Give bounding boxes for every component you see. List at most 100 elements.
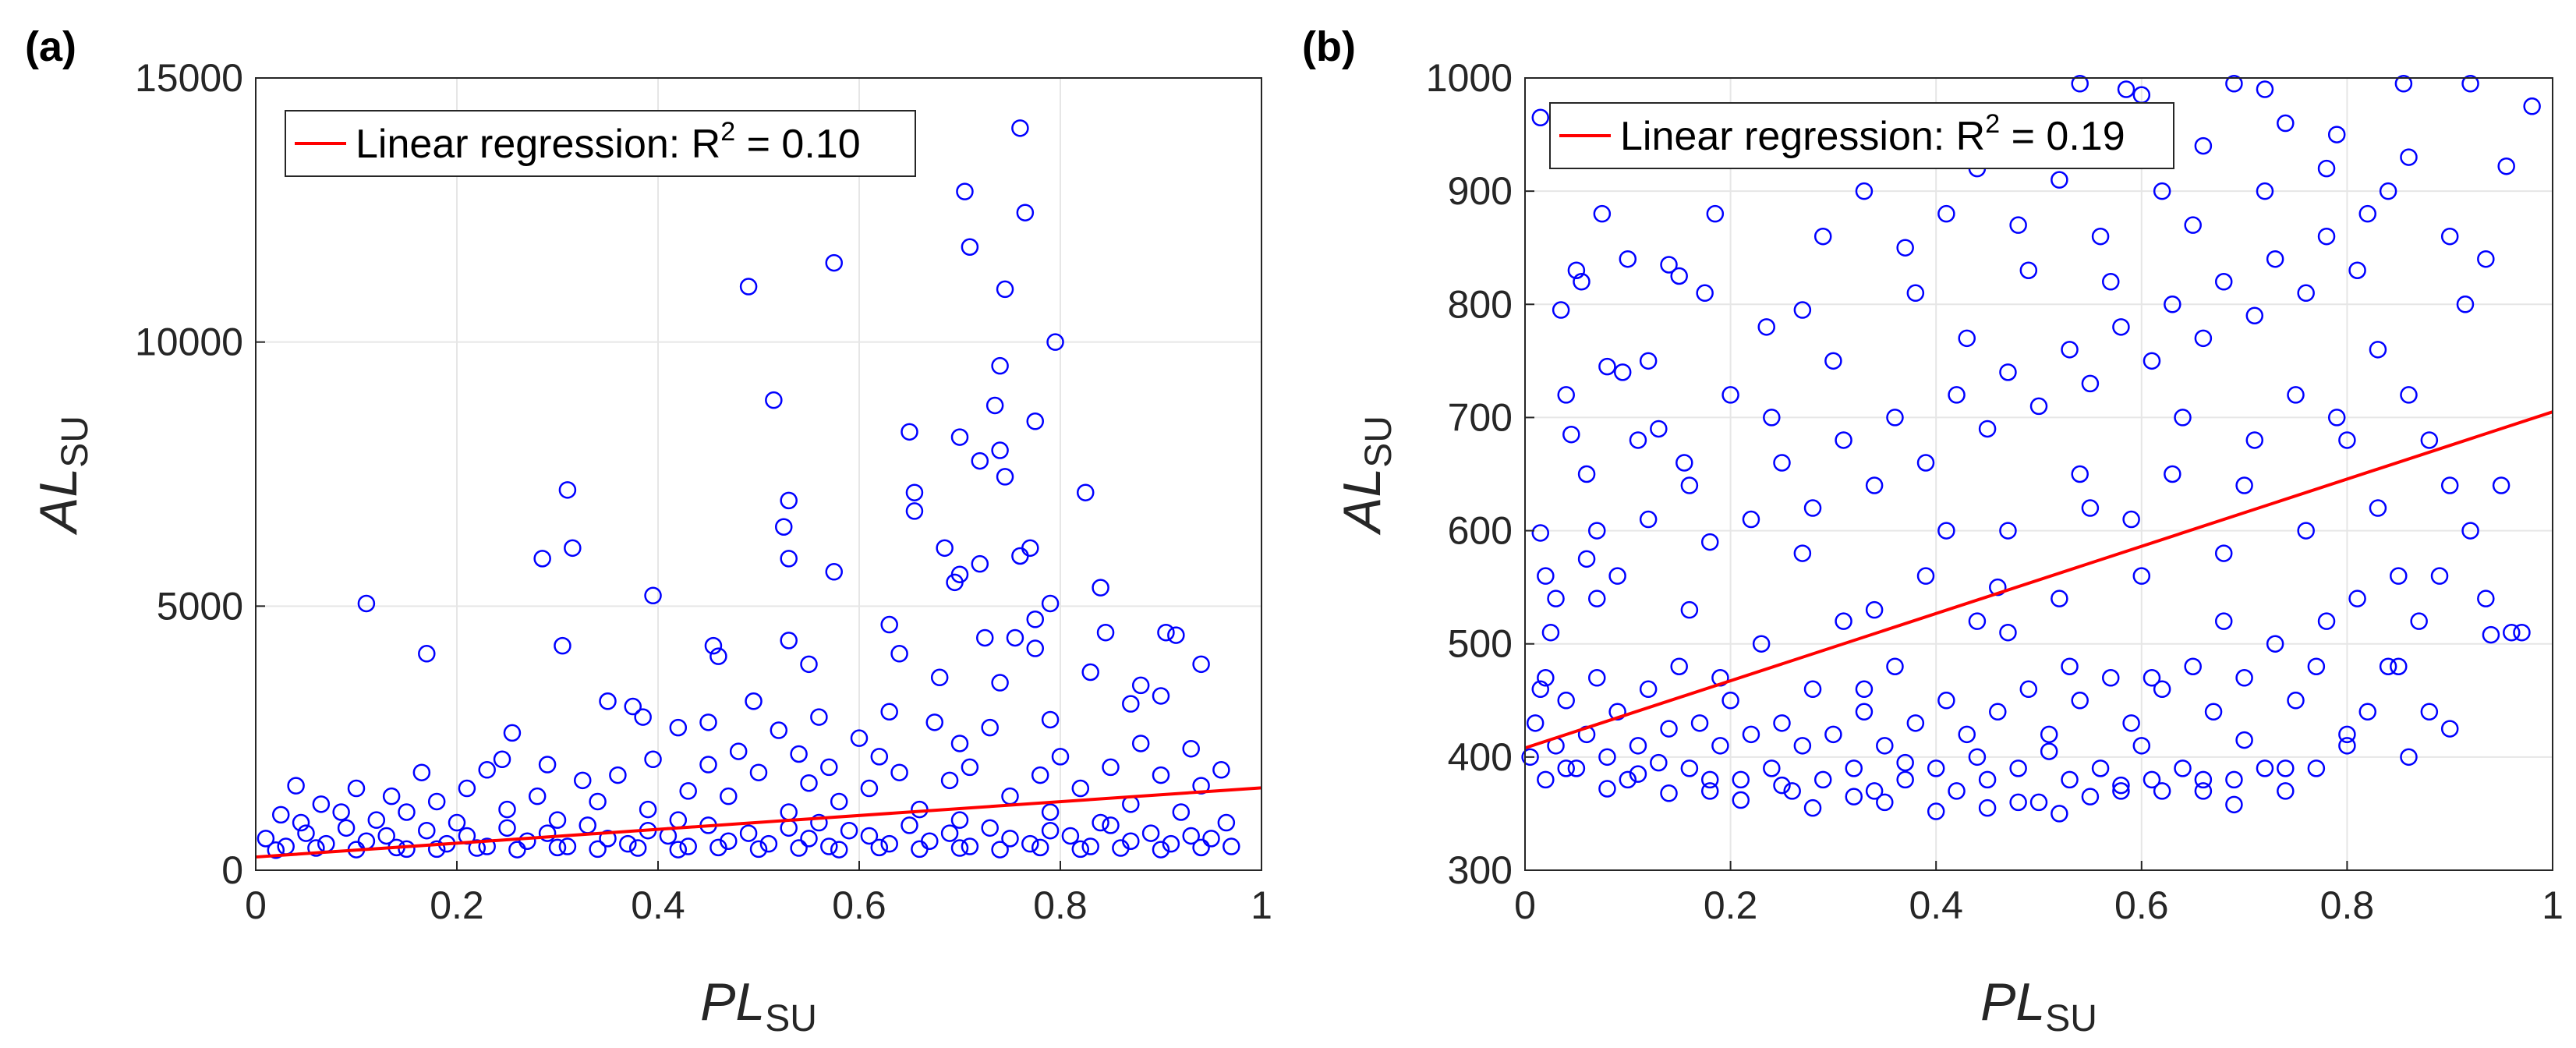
panel-b-ytick-label: 300 bbox=[1448, 848, 1513, 892]
panel-a-data-point bbox=[1182, 739, 1200, 758]
panel-b-data-point bbox=[1639, 510, 1658, 529]
panel-b-data-point bbox=[2184, 657, 2202, 675]
panel-b-data-point bbox=[2317, 227, 2336, 246]
panel-b-data-point bbox=[1598, 780, 1616, 798]
panel-a-axes-box bbox=[255, 77, 1262, 871]
panel-a-data-point bbox=[287, 777, 305, 795]
panel-a-data-point bbox=[644, 750, 662, 769]
panel-a-data-point bbox=[1016, 204, 1035, 221]
panel-a-data-point bbox=[971, 554, 989, 573]
panel-b-data-point bbox=[2497, 157, 2515, 175]
panel-a-data-point bbox=[870, 748, 889, 766]
panel-b-data-point bbox=[2461, 522, 2479, 540]
panel-b-xlabel-main: PL bbox=[1980, 972, 2045, 1032]
panel-b-data-point bbox=[2174, 759, 2192, 777]
panel-b-data-point bbox=[1700, 533, 1719, 551]
panel-b-data-point bbox=[1598, 357, 1616, 376]
panel-a-data-point bbox=[991, 356, 1009, 375]
panel-a-data-point bbox=[1041, 594, 1060, 613]
panel-a-data-point bbox=[478, 761, 496, 779]
panel-a-data-point bbox=[554, 636, 571, 655]
panel-a-data-point bbox=[558, 481, 577, 499]
panel-a-data-point bbox=[1182, 827, 1200, 845]
panel-a-data-point bbox=[704, 636, 723, 655]
panel-a-data-point bbox=[985, 396, 1004, 415]
panel-b-data-point bbox=[1541, 623, 1560, 642]
panel-b-data-point bbox=[2019, 261, 2038, 279]
panel-b-data-point bbox=[2051, 171, 2068, 189]
panel-b-data-point bbox=[1573, 273, 1591, 291]
panel-b-data-point bbox=[1742, 510, 1760, 529]
panel-b-data-point bbox=[2287, 692, 2305, 710]
panel-a-data-point bbox=[749, 763, 768, 781]
panel-a-data-point bbox=[745, 692, 763, 710]
panel-b-data-point bbox=[1813, 770, 1832, 789]
panel-a-data-point bbox=[901, 423, 918, 441]
panel-b-data-point bbox=[2071, 465, 2089, 483]
panel-b-data-point bbox=[1896, 753, 1914, 772]
panel-a-data-point bbox=[493, 750, 511, 769]
panel-b-data-point bbox=[2040, 725, 2058, 744]
panel-a-legend-label: Linear regression: R bbox=[356, 122, 720, 167]
panel-b-data-point bbox=[1793, 737, 1812, 755]
panel-b-data-point bbox=[2194, 770, 2213, 789]
panel-b-data-point bbox=[2194, 782, 2213, 800]
panel-b-data-point bbox=[1876, 737, 1894, 755]
panel-b-data-point bbox=[1706, 204, 1725, 223]
panel-b-ytick-label: 1000 bbox=[1426, 56, 1513, 100]
panel-a-legend-suffix: = 0.10 bbox=[735, 122, 860, 167]
panel-b-data-point bbox=[1552, 301, 1570, 319]
panel-b-data-point bbox=[1958, 329, 1976, 348]
panel-a-plot-area bbox=[256, 78, 1261, 870]
panel-b-data-point bbox=[1803, 798, 1822, 817]
panel-b-legend-label: Linear regression: R bbox=[1620, 114, 1985, 159]
panel-b-data-point bbox=[1670, 267, 1688, 285]
panel-b-data-point bbox=[1690, 714, 1709, 732]
panel-b-legend-sup: 2 bbox=[1985, 109, 2000, 139]
panel-a-data-point bbox=[1026, 412, 1044, 430]
panel-b-data-point bbox=[2112, 782, 2130, 800]
panel-b-ytick-label: 700 bbox=[1448, 395, 1513, 439]
panel-a-data-point bbox=[720, 787, 738, 805]
panel-b-data-point bbox=[1783, 782, 1801, 800]
panel-a-data-point bbox=[870, 838, 889, 857]
panel-b-data-point bbox=[2440, 720, 2459, 738]
panel-a-data-point bbox=[940, 771, 959, 790]
panel-a-data-point bbox=[880, 834, 898, 853]
panel-b-data-point bbox=[2153, 680, 2171, 699]
panel-b-data-point bbox=[1608, 567, 1626, 585]
panel-b-data-point bbox=[1696, 284, 1714, 303]
panel-a-data-point bbox=[1192, 838, 1210, 857]
panel-b-data-point bbox=[2225, 770, 2243, 789]
panel-b-data-point bbox=[1608, 703, 1626, 721]
panel-a-data-point bbox=[1026, 639, 1044, 657]
panel-b-regression bbox=[1524, 410, 2553, 750]
panel-b-data-point bbox=[1711, 737, 1729, 755]
panel-a-data-point bbox=[1152, 766, 1170, 784]
panel-b-xlabel: PLSU bbox=[1980, 972, 2097, 1039]
panel-a-data-point bbox=[1026, 611, 1044, 628]
panel-b-data-point bbox=[2143, 669, 2161, 687]
panel-b-data-point bbox=[2071, 692, 2089, 710]
panel-b-data-point bbox=[1732, 791, 1750, 809]
panel-a-data-point bbox=[498, 800, 516, 819]
panel-a-data-point bbox=[267, 841, 285, 859]
panel-b-data-point bbox=[2317, 612, 2336, 630]
panel-a-data-point bbox=[1092, 579, 1109, 597]
panel-a-data-point bbox=[800, 830, 818, 848]
panel-a-data-point bbox=[810, 813, 828, 832]
panel-a-data-point bbox=[850, 729, 869, 747]
panel-b-data-point bbox=[2061, 657, 2079, 675]
panel-a-xtick-label: 0.8 bbox=[1033, 883, 1088, 927]
panel-a-data-point bbox=[1167, 626, 1185, 644]
panel-a-data-point bbox=[1071, 779, 1090, 798]
panel-b-data-point bbox=[2204, 703, 2223, 721]
panel-a-data-point bbox=[780, 632, 798, 650]
panel-a-data-point bbox=[574, 771, 592, 790]
panel-b-data-point bbox=[1537, 567, 1555, 585]
panel-a-data-point bbox=[382, 787, 401, 805]
panel-a-data-point bbox=[1152, 841, 1170, 859]
panel-b: (b) 0 0.2 0.4 0.6 0.8 1 300 400 500 600 700 800 900 1… bbox=[1302, 23, 2564, 1039]
panel-a-data-point bbox=[800, 774, 818, 792]
panel-a-data-point bbox=[312, 795, 331, 813]
